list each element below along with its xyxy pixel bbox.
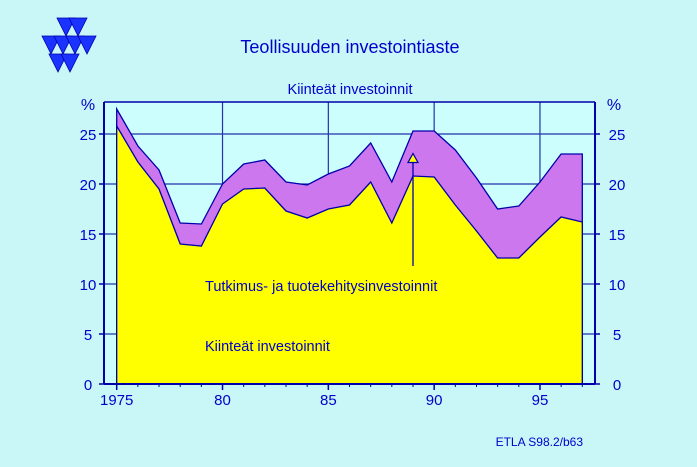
- x-tick-label-1: 80: [214, 392, 231, 409]
- y-tick-label-left-5: 25: [80, 127, 97, 144]
- annotation-rnd-label: Tutkimus- ja tuotekehitysinvestoinnit: [205, 279, 437, 295]
- etla-logo-icon: [41, 17, 97, 73]
- annotation-arrowhead: [406, 152, 420, 164]
- x-tick-label-3: 90: [426, 392, 443, 409]
- tick-labels: 0 0 5 5 10 10 15 15 20 20 25 25 1975 80 85 90 95: [80, 127, 626, 409]
- y-tick-label-right-4: 20: [609, 177, 626, 194]
- y-tick-label-right-5: 25: [609, 127, 626, 144]
- logo-triangle-7: [60, 53, 80, 73]
- y-tick-label-right-1: 5: [613, 327, 621, 344]
- logo-triangle-0: [56, 17, 76, 37]
- logo-triangle-4: [65, 35, 85, 55]
- x-tick-label-4: 95: [532, 392, 549, 409]
- y-tick-label-right-2: 10: [609, 277, 626, 294]
- x-tick-label-2: 85: [320, 392, 337, 409]
- area-fixed-investment: [116, 123, 583, 385]
- y-tick-label-left-3: 15: [80, 227, 97, 244]
- y-tick-label-left-4: 20: [80, 177, 97, 194]
- logo-triangle-6: [48, 53, 68, 73]
- y-tick-label-left-1: 5: [84, 327, 92, 344]
- area-series: [116, 106, 583, 385]
- y-axis-unit-right: %: [607, 97, 621, 114]
- logo-triangle-3: [53, 35, 73, 55]
- y-tick-label-left-0: 0: [84, 377, 92, 394]
- y-tick-label-right-0: 0: [613, 377, 621, 394]
- logo-triangle-5: [77, 35, 97, 55]
- source-note: ETLA S98.2/b63: [496, 435, 584, 449]
- y-axis-unit-left: %: [81, 97, 95, 114]
- logo-triangle-2: [41, 35, 61, 55]
- annotation-group: Tutkimus- ja tuotekehitysinvestoinnit Ki…: [205, 152, 437, 355]
- chart-subtitle: Kiinteät investoinnit: [288, 82, 413, 98]
- x-tick-label-0: 1975: [100, 392, 133, 409]
- y-tick-label-left-2: 10: [80, 277, 97, 294]
- chart-title: Teollisuuden investointiaste: [240, 37, 459, 57]
- y-tick-label-right-3: 15: [609, 227, 626, 244]
- annotation-fixed-label: Kiinteät investoinnit: [205, 339, 330, 355]
- logo-triangle-1: [68, 17, 88, 37]
